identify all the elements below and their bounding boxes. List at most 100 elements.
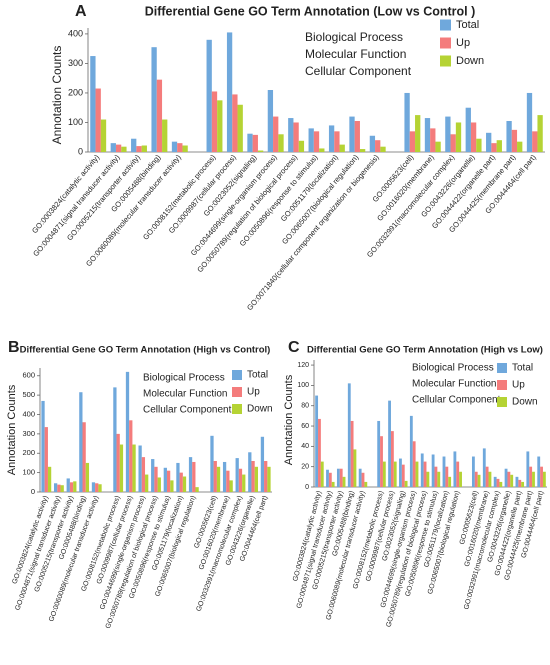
y-tick-label: 100 <box>68 117 83 127</box>
bar <box>488 471 492 487</box>
legend-swatch <box>232 370 242 380</box>
bar <box>486 132 492 152</box>
bar <box>298 140 305 152</box>
bar <box>53 483 58 492</box>
bar <box>237 104 243 152</box>
bar <box>404 480 408 487</box>
bar <box>339 144 345 152</box>
y-tick-label: 0 <box>31 487 35 496</box>
bar <box>437 471 441 487</box>
bar <box>424 118 431 152</box>
bar <box>470 122 477 152</box>
y-tick-label: 200 <box>68 87 83 97</box>
y-tick-label: 300 <box>68 58 83 68</box>
bar <box>518 479 522 487</box>
bar <box>288 118 294 152</box>
bar <box>267 466 271 492</box>
bar <box>420 453 424 487</box>
bar <box>390 431 394 487</box>
group-legend: Cellular Component <box>412 395 501 406</box>
bar <box>426 471 430 487</box>
legend-swatch <box>497 397 507 407</box>
y-tick-label: 100 <box>297 382 309 389</box>
bar <box>456 461 460 487</box>
bar <box>465 107 471 152</box>
bar <box>229 480 233 492</box>
y-tick-label: 0 <box>305 484 309 491</box>
group-legend: Biological Process <box>143 373 225 384</box>
bar <box>98 484 102 492</box>
bar <box>125 371 130 492</box>
bar <box>517 141 523 152</box>
bar <box>95 88 101 152</box>
bar <box>482 448 486 487</box>
legend-swatch <box>497 363 507 373</box>
bar <box>315 395 319 487</box>
y-tick-label: 300 <box>22 429 35 438</box>
chart-title: Differential Gene GO Term Annotation (Hi… <box>307 345 543 356</box>
bar <box>145 474 149 492</box>
bar <box>526 451 530 487</box>
bar <box>293 122 299 152</box>
bar <box>154 466 158 492</box>
bar <box>349 116 355 152</box>
bar <box>251 461 255 492</box>
legend-swatch <box>440 37 451 49</box>
bar <box>496 478 500 487</box>
bar <box>331 481 335 487</box>
bar <box>313 131 320 152</box>
bar <box>211 91 218 152</box>
bar <box>380 146 386 152</box>
bar <box>393 461 397 487</box>
bar <box>450 134 456 152</box>
bar <box>506 121 512 152</box>
bar <box>359 149 366 152</box>
bar <box>260 436 265 492</box>
bar <box>336 468 340 487</box>
bar <box>151 459 155 492</box>
legend-swatch <box>497 380 507 390</box>
bar <box>242 474 246 492</box>
bar <box>504 468 508 487</box>
group-legend: Biological Process <box>412 363 494 374</box>
bar <box>431 454 435 487</box>
group-legend: Molecular Function <box>305 47 406 61</box>
panel-letter: C <box>288 339 300 356</box>
bar <box>491 143 497 152</box>
bar <box>247 133 253 152</box>
bar <box>176 462 180 492</box>
bar <box>182 145 188 152</box>
bar <box>435 141 441 152</box>
bar <box>222 461 227 492</box>
bar <box>423 461 427 487</box>
bar <box>453 451 457 487</box>
legend-swatch <box>232 404 242 414</box>
y-tick-label: 80 <box>301 403 309 410</box>
bar <box>136 146 142 152</box>
bar <box>129 420 133 492</box>
bar <box>474 471 478 487</box>
bar <box>382 461 386 487</box>
bar <box>415 115 421 152</box>
bar <box>459 471 462 487</box>
bar <box>57 484 61 492</box>
legend-label: Down <box>456 55 484 67</box>
bar <box>526 92 533 152</box>
bar <box>388 400 391 487</box>
bar <box>476 138 482 152</box>
bar <box>399 458 402 487</box>
bar <box>477 474 481 487</box>
bar <box>115 144 122 152</box>
panel-letter: A <box>75 3 87 20</box>
bar <box>69 482 74 492</box>
bar <box>113 387 117 492</box>
bar <box>131 138 137 152</box>
bar <box>132 444 136 492</box>
bar <box>110 143 116 152</box>
bar <box>542 471 546 487</box>
group-legend: Molecular Function <box>143 389 227 400</box>
bar <box>493 476 497 487</box>
x-tick-label: GO:0032991(macromolecular complex) <box>365 152 457 259</box>
y-tick-label: 400 <box>68 28 83 38</box>
bar <box>182 476 187 492</box>
